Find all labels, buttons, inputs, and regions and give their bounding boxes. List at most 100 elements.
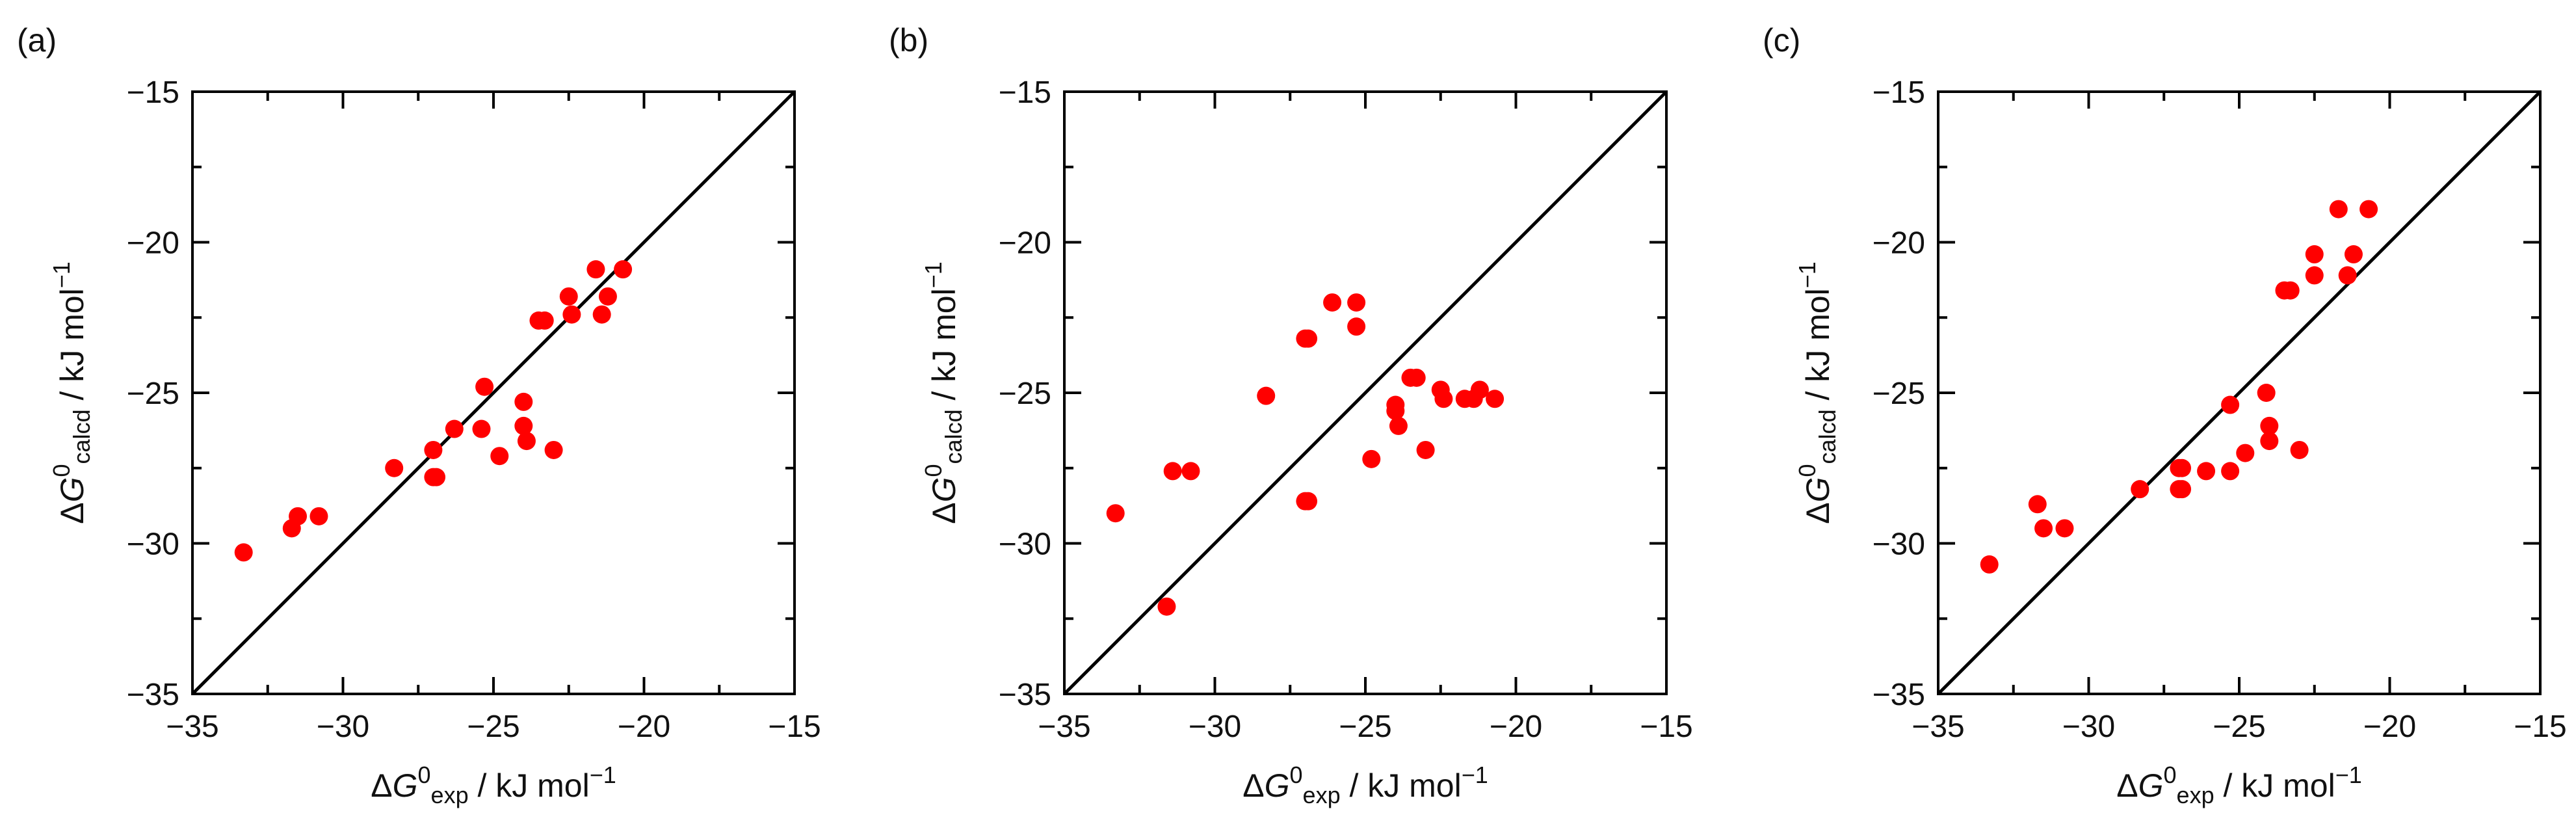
data-point <box>1434 390 1453 408</box>
data-point <box>2290 440 2309 459</box>
data-point <box>2221 395 2240 414</box>
data-point <box>427 468 446 486</box>
y-tick-label: −25 <box>127 377 179 411</box>
x-tick-label: −15 <box>1640 710 1692 744</box>
data-point <box>2281 281 2300 300</box>
data-point <box>2028 495 2047 514</box>
data-point <box>234 543 253 562</box>
data-point <box>445 419 464 438</box>
data-point <box>592 305 611 324</box>
panel-label: (a) <box>17 22 57 59</box>
data-point <box>2359 200 2378 219</box>
x-tick-label: −20 <box>1490 710 1542 744</box>
data-point <box>1389 416 1408 435</box>
plot-frame <box>1937 90 2542 695</box>
data-point <box>289 507 308 525</box>
data-point <box>586 260 605 279</box>
data-point <box>472 419 491 438</box>
y-axis-label: ΔG0calcd / kJ mol−1 <box>48 261 95 524</box>
data-point <box>2344 245 2363 264</box>
data-point <box>2257 384 2276 402</box>
x-tick-label: −30 <box>2062 710 2115 744</box>
data-point <box>1299 492 1318 511</box>
x-tick-label: −35 <box>166 710 218 744</box>
data-point <box>1407 368 1426 387</box>
panel-b: (b) −35 −30 −25 −20 −15 −35 −30 −25 −20 −15 ΔG0exp … <box>889 22 1693 808</box>
data-point <box>2329 200 2348 219</box>
y-tick-label: −30 <box>999 527 1051 562</box>
x-tick-label: −35 <box>1038 710 1090 744</box>
data-point <box>385 458 404 477</box>
data-point <box>514 392 533 411</box>
data-point <box>517 432 536 451</box>
x-tick-label: −15 <box>2514 710 2566 744</box>
x-tick-label: −25 <box>1339 710 1391 744</box>
y-axis-label: ΔG0calcd / kJ mol−1 <box>920 261 967 524</box>
x-axis-label: ΔG0exp / kJ mol−1 <box>1242 762 1488 808</box>
data-point <box>559 287 578 306</box>
x-tick-label: −30 <box>1189 710 1241 744</box>
data-point <box>2173 480 2192 499</box>
y-tick-label: −35 <box>1873 678 1925 712</box>
panel-label: (c) <box>1763 22 1800 59</box>
y-tick-label: −25 <box>1873 377 1925 411</box>
data-point <box>475 377 494 396</box>
data-point <box>598 287 617 306</box>
data-point <box>2055 519 2074 538</box>
data-point <box>2197 462 2216 481</box>
data-point <box>1347 317 1366 336</box>
data-point <box>2260 432 2279 451</box>
y-tick-label: −35 <box>999 678 1051 712</box>
y-tick-label: −20 <box>999 226 1051 261</box>
data-point <box>1257 386 1276 405</box>
data-point <box>614 260 633 279</box>
data-points <box>1106 293 1505 616</box>
x-tick-label: −25 <box>467 710 519 744</box>
data-point <box>1163 462 1182 481</box>
y-tick-label: −25 <box>999 377 1051 411</box>
data-point <box>309 507 328 525</box>
data-point <box>562 305 581 324</box>
data-point <box>1157 597 1176 616</box>
y-tick-label: −15 <box>1873 75 1925 110</box>
x-tick-label: −20 <box>2363 710 2416 744</box>
data-point <box>2260 416 2279 435</box>
x-tick-label: −35 <box>1912 710 1964 744</box>
x-tick-label: −20 <box>618 710 670 744</box>
data-point <box>2173 458 2192 477</box>
x-tick-label: −15 <box>768 710 821 744</box>
data-point <box>2338 266 2357 285</box>
data-point <box>1980 555 1999 574</box>
data-point <box>1486 390 1505 408</box>
data-point <box>2221 462 2240 481</box>
y-tick-label: −15 <box>127 75 179 110</box>
y-tick-label: −20 <box>1873 226 1925 261</box>
x-axis-label: ΔG0exp / kJ mol−1 <box>2116 762 2362 808</box>
x-tick-label: −25 <box>2213 710 2265 744</box>
data-point <box>424 440 443 459</box>
data-point <box>1470 380 1489 399</box>
plot-frame <box>1063 90 1668 695</box>
x-axis-label: ΔG0exp / kJ mol−1 <box>371 762 616 808</box>
data-point <box>2305 266 2324 285</box>
y-tick-label: −30 <box>1873 527 1925 562</box>
data-point <box>1416 440 1435 459</box>
data-point <box>490 447 509 466</box>
y-tick-label: −20 <box>127 226 179 261</box>
data-point <box>2236 444 2255 462</box>
x-tick-label: −30 <box>317 710 369 744</box>
reference-line <box>191 90 796 695</box>
data-point <box>2034 519 2053 538</box>
reference-line <box>1937 90 2542 695</box>
data-point <box>1299 329 1318 348</box>
panel-c: (c) −35 −30 −25 −20 −15 −35 −30 −25 −20 −15 ΔG0exp … <box>1763 22 2567 808</box>
panel-label: (b) <box>889 22 928 59</box>
data-point <box>2305 245 2324 264</box>
data-points <box>1980 200 2378 574</box>
y-axis-label: ΔG0calcd / kJ mol−1 <box>1794 261 1841 524</box>
data-point <box>2131 480 2149 499</box>
data-point <box>1323 293 1342 312</box>
data-point <box>535 311 554 330</box>
y-tick-label: −35 <box>127 678 179 712</box>
